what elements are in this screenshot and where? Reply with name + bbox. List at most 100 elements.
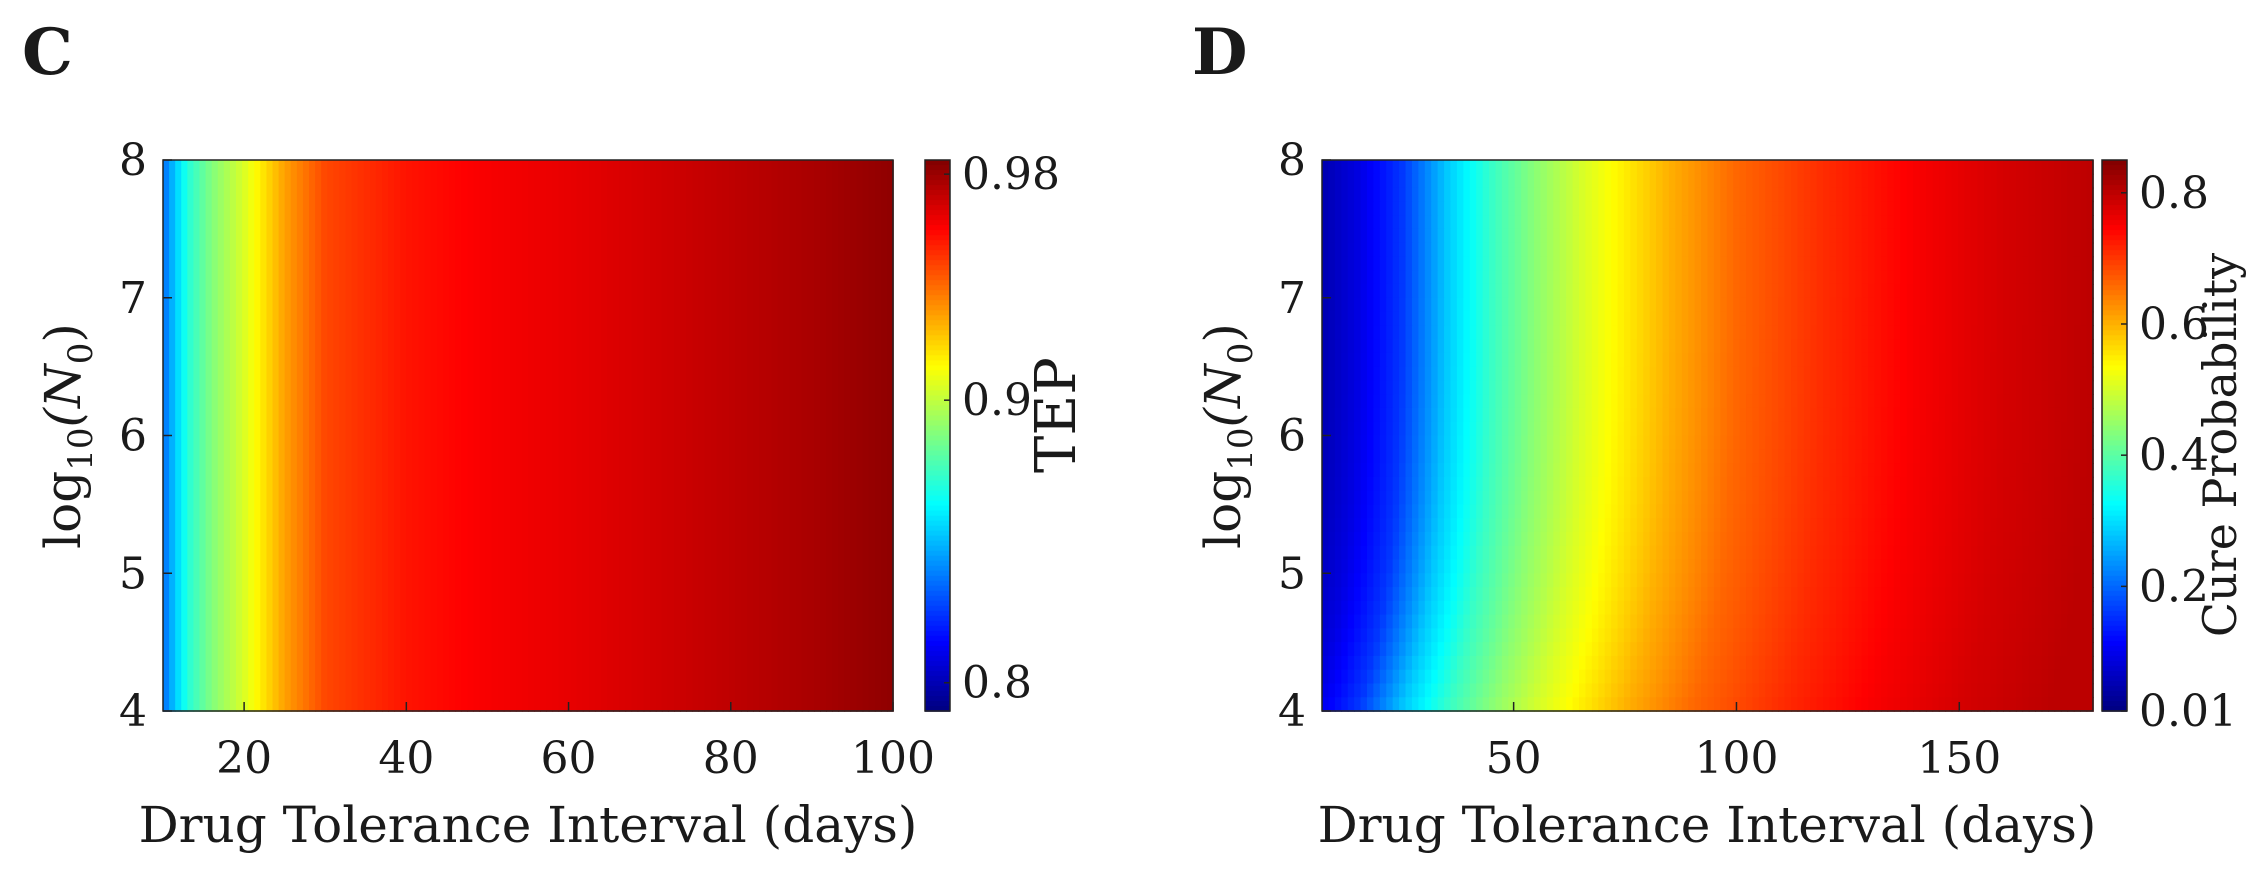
heatmap-cell bbox=[1688, 380, 1696, 395]
heatmap-cell bbox=[1611, 614, 1619, 630]
heatmap-cell bbox=[1990, 407, 1998, 423]
heatmap-cell bbox=[1675, 518, 1683, 533]
heatmap-cell bbox=[1688, 339, 1696, 354]
heatmap-cell bbox=[1938, 587, 1947, 602]
heatmap-cell bbox=[2009, 655, 2017, 671]
heatmap-cell bbox=[1938, 545, 1947, 561]
heatmap-cell bbox=[1572, 463, 1580, 478]
heatmap-cell bbox=[1630, 242, 1638, 258]
colorbar-step bbox=[925, 675, 950, 682]
heatmap-cell bbox=[1379, 380, 1388, 395]
heatmap-cell bbox=[1334, 600, 1343, 616]
heatmap-cell bbox=[1347, 518, 1355, 533]
heatmap-cell bbox=[1919, 366, 1927, 382]
heatmap-cell bbox=[1893, 173, 1902, 189]
heatmap-cell bbox=[1566, 187, 1574, 203]
heatmap-cell bbox=[1893, 270, 1902, 285]
heatmap-cell bbox=[1938, 311, 1947, 327]
heatmap-cell bbox=[1572, 325, 1580, 340]
heatmap-cell bbox=[1938, 683, 1947, 699]
heatmap-cell bbox=[1810, 559, 1818, 575]
heatmap-cell bbox=[1521, 463, 1529, 478]
heatmap-cell bbox=[1623, 642, 1632, 657]
heatmap-cell bbox=[1803, 518, 1812, 533]
heatmap-cell bbox=[2080, 242, 2088, 258]
heatmap-cell bbox=[1945, 545, 1953, 561]
heatmap-cell bbox=[1855, 352, 1863, 368]
heatmap-cell bbox=[1611, 380, 1619, 395]
heatmap-cell bbox=[2067, 421, 2075, 437]
heatmap-cell bbox=[1713, 407, 1722, 423]
heatmap-cell bbox=[1803, 160, 1812, 175]
heatmap-cell bbox=[1591, 600, 1600, 616]
heatmap-cell bbox=[807, 160, 815, 712]
heatmap-cell bbox=[1630, 545, 1638, 561]
heatmap-cell bbox=[254, 160, 262, 712]
heatmap-cell bbox=[1534, 504, 1542, 519]
heatmap-cell bbox=[1649, 201, 1657, 216]
heatmap-cell bbox=[1739, 490, 1747, 506]
heatmap-cell bbox=[1411, 628, 1420, 643]
heatmap-cell bbox=[1489, 394, 1497, 409]
heatmap-cell bbox=[2009, 628, 2017, 643]
heatmap-cell bbox=[2073, 531, 2081, 547]
heatmap-cell bbox=[1855, 614, 1863, 630]
heatmap-cell bbox=[1585, 573, 1593, 588]
heatmap-cell bbox=[1977, 531, 1985, 547]
heatmap-cell bbox=[1463, 339, 1471, 354]
heatmap-cell bbox=[1713, 187, 1722, 203]
heatmap-cell bbox=[1681, 311, 1690, 327]
colorbar-step bbox=[925, 620, 950, 627]
heatmap-cell bbox=[1482, 187, 1490, 203]
heatmap-cell bbox=[1855, 655, 1863, 671]
heatmap-cell bbox=[1611, 490, 1619, 506]
heatmap-cell bbox=[1900, 463, 1908, 478]
heatmap-cell bbox=[1752, 160, 1760, 175]
heatmap-cell bbox=[1366, 283, 1375, 299]
heatmap-cell bbox=[1868, 173, 1876, 189]
heatmap-cell bbox=[2080, 421, 2088, 437]
heatmap-cell bbox=[1803, 476, 1812, 492]
heatmap-cell bbox=[1771, 504, 1779, 519]
heatmap-cell bbox=[1842, 366, 1850, 382]
heatmap-cell bbox=[1848, 366, 1857, 382]
heatmap-cell bbox=[1579, 628, 1587, 643]
heatmap-cell bbox=[1553, 339, 1561, 354]
heatmap-cell bbox=[1913, 256, 1921, 272]
heatmap-cell bbox=[1726, 325, 1734, 340]
heatmap-cell bbox=[1469, 614, 1477, 630]
heatmap-cell bbox=[2073, 160, 2081, 175]
heatmap-cell bbox=[1405, 628, 1413, 643]
heatmap-cell bbox=[1379, 297, 1388, 313]
heatmap-cell bbox=[1977, 160, 1985, 175]
heatmap-cell bbox=[1707, 683, 1715, 699]
heatmap-cell bbox=[2022, 352, 2030, 368]
heatmap-cell bbox=[1900, 642, 1908, 657]
heatmap-cell bbox=[1681, 173, 1690, 189]
heatmap-cell bbox=[1540, 187, 1548, 203]
heatmap-cell bbox=[1688, 407, 1696, 423]
heatmap-cell bbox=[1701, 256, 1709, 272]
heatmap-cell bbox=[1585, 380, 1593, 395]
heatmap-cell bbox=[2086, 655, 2094, 671]
heatmap-cell bbox=[1771, 573, 1779, 588]
heatmap-cell bbox=[1958, 545, 1966, 561]
heatmap-cell bbox=[1694, 215, 1702, 230]
heatmap-cell bbox=[1405, 476, 1413, 492]
heatmap-cell bbox=[1681, 669, 1690, 685]
heatmap-cell bbox=[1958, 407, 1966, 423]
heatmap-cell bbox=[1482, 463, 1490, 478]
heatmap-cell bbox=[1688, 628, 1696, 643]
heatmap-cell bbox=[1424, 531, 1433, 547]
heatmap-cell bbox=[1970, 545, 1979, 561]
heatmap-cell bbox=[1559, 201, 1567, 216]
heatmap-cell bbox=[1334, 642, 1343, 657]
heatmap-cell bbox=[1553, 697, 1561, 712]
heatmap-cell bbox=[1379, 628, 1388, 643]
heatmap-cell bbox=[1855, 587, 1863, 602]
heatmap-cell bbox=[1964, 311, 1972, 327]
colorbar-step bbox=[925, 210, 950, 216]
heatmap-cell bbox=[1900, 421, 1908, 437]
heatmap-cell bbox=[1990, 325, 1998, 340]
heatmap-cell bbox=[1527, 394, 1535, 409]
